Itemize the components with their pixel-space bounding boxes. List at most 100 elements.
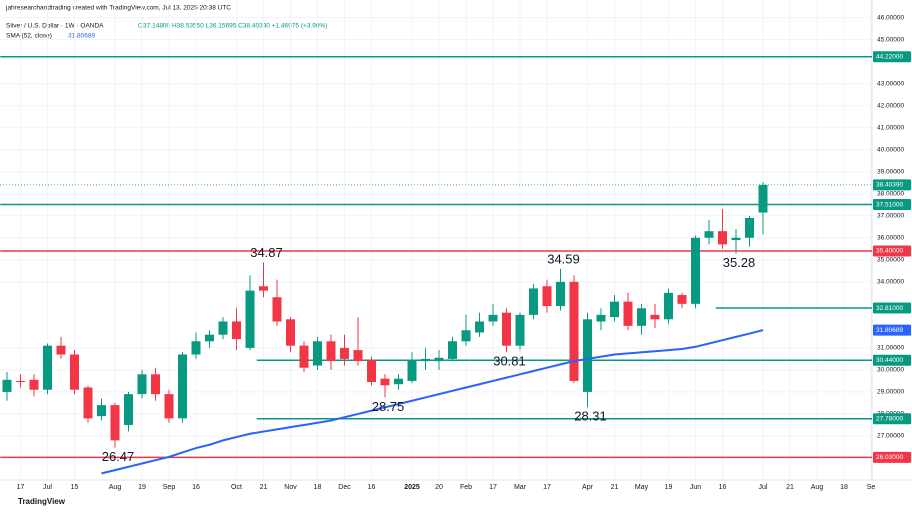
- candle-body: [677, 295, 687, 304]
- candle-body: [272, 297, 282, 322]
- candle-body: [407, 360, 417, 381]
- level-box: [873, 413, 911, 425]
- level-box: [873, 302, 911, 314]
- annotation: 30.81: [493, 354, 526, 369]
- candle-body: [691, 237, 700, 304]
- source: jahresearchandtrading created with Tradi…: [5, 5, 231, 12]
- candle-body: [218, 321, 228, 335]
- annotation: 28.31: [574, 409, 607, 424]
- candle-body: [461, 330, 471, 342]
- x-tick-label: 17: [543, 484, 551, 491]
- x-tick-label: Se: [867, 484, 876, 491]
- candle-body: [637, 308, 646, 326]
- brand: TradingView: [18, 497, 66, 506]
- sma-price-box: [873, 324, 911, 336]
- level-label: 37.51000: [876, 201, 903, 208]
- candle-body: [286, 319, 295, 346]
- level-box: [873, 51, 911, 63]
- y-tick-label: 37.00000: [877, 212, 904, 219]
- candle-body: [367, 360, 376, 383]
- candle-body: [245, 290, 255, 348]
- sma-legend-value: 31.80689: [68, 33, 95, 40]
- level-box: [873, 451, 911, 463]
- y-tick-label: 41.00000: [877, 124, 904, 131]
- candle-body: [2, 379, 12, 392]
- annotation: 28.75: [372, 399, 405, 414]
- x-tick-label: Sep: [163, 484, 176, 491]
- candle-body: [745, 217, 754, 238]
- candle-body: [205, 334, 214, 342]
- x-tick-label: 21: [611, 484, 619, 491]
- candle-body: [259, 286, 268, 291]
- x-tick-label: Nov: [284, 484, 297, 491]
- x-tick-label: 16: [719, 484, 727, 491]
- candle-body: [164, 394, 174, 419]
- candle-body: [353, 350, 363, 362]
- level-box: [873, 354, 911, 366]
- candle-body: [394, 378, 403, 385]
- x-tick-label: Dec: [338, 484, 351, 491]
- level-label: 30.44000: [876, 357, 903, 364]
- candle-body: [421, 358, 430, 362]
- candle-body: [488, 314, 498, 322]
- candle-body: [326, 341, 336, 362]
- y-tick-label: 29.00000: [877, 389, 904, 396]
- level-label: 32.81000: [876, 305, 903, 312]
- candle-body: [110, 405, 120, 441]
- y-tick-label: 45.00000: [877, 36, 904, 43]
- y-tick-label: 38.00000: [877, 190, 904, 197]
- annotation: 26.47: [102, 449, 135, 464]
- y-tick-label: 27.00000: [877, 433, 904, 440]
- candle-body: [569, 281, 579, 381]
- x-tick-label: 15: [71, 484, 79, 491]
- x-tick-label: Aug: [811, 484, 824, 491]
- candle-body: [83, 387, 93, 419]
- annotation: 34.59: [547, 251, 580, 266]
- candle-body: [43, 345, 52, 390]
- candle-body: [151, 374, 160, 395]
- x-tick-label: 2025: [404, 484, 420, 491]
- y-tick-label: 39.00000: [877, 168, 904, 175]
- x-tick-label: Feb: [460, 484, 472, 491]
- level-label: 44.22000: [876, 54, 903, 61]
- x-tick-label: Aug: [109, 484, 122, 491]
- level-label: 26.03000: [876, 454, 903, 461]
- y-tick-label: 34.00000: [877, 279, 904, 286]
- x-tick-label: 19: [665, 484, 673, 491]
- y-tick-label: 40.00000: [877, 146, 904, 153]
- candle-body: [556, 281, 565, 307]
- candle-body: [232, 321, 241, 340]
- x-tick-label: 21: [260, 484, 268, 491]
- annotation: 34.87: [250, 245, 283, 260]
- x-tick-label: Jun: [690, 484, 701, 491]
- candle-body: [97, 405, 106, 417]
- last-price-label: 38.40390: [876, 182, 903, 189]
- candle-body: [475, 321, 484, 333]
- x-tick-label: 21: [786, 484, 794, 491]
- annotation: 35.28: [723, 255, 756, 270]
- y-tick-label: 36.00000: [877, 235, 904, 242]
- y-tick-label: 43.00000: [877, 80, 904, 87]
- x-tick-label: Apr: [582, 484, 594, 491]
- y-tick-label: 46.00000: [877, 14, 904, 21]
- candle-body: [583, 319, 592, 392]
- x-tick-label: 16: [368, 484, 376, 491]
- candle-body: [178, 354, 187, 419]
- y-tick-label: 42.00000: [877, 102, 904, 109]
- level-box: [873, 199, 911, 211]
- x-tick-label: 16: [192, 484, 200, 491]
- level-label: 35.40000: [876, 248, 903, 255]
- x-tick-label: 20: [435, 484, 443, 491]
- candle-body: [191, 341, 201, 355]
- candle-body: [502, 312, 511, 346]
- x-tick-label: 17: [489, 484, 497, 491]
- x-tick-label: 19: [138, 484, 146, 491]
- sma-price-label: 31.80689: [876, 327, 903, 334]
- level-label: 27.78000: [876, 416, 903, 423]
- symbol-title: Silver / U.S. Dollar · 1W · OANDA: [6, 23, 104, 30]
- x-tick-label: 18: [314, 484, 322, 491]
- candle-body: [623, 301, 633, 326]
- last-price-box: [873, 179, 911, 191]
